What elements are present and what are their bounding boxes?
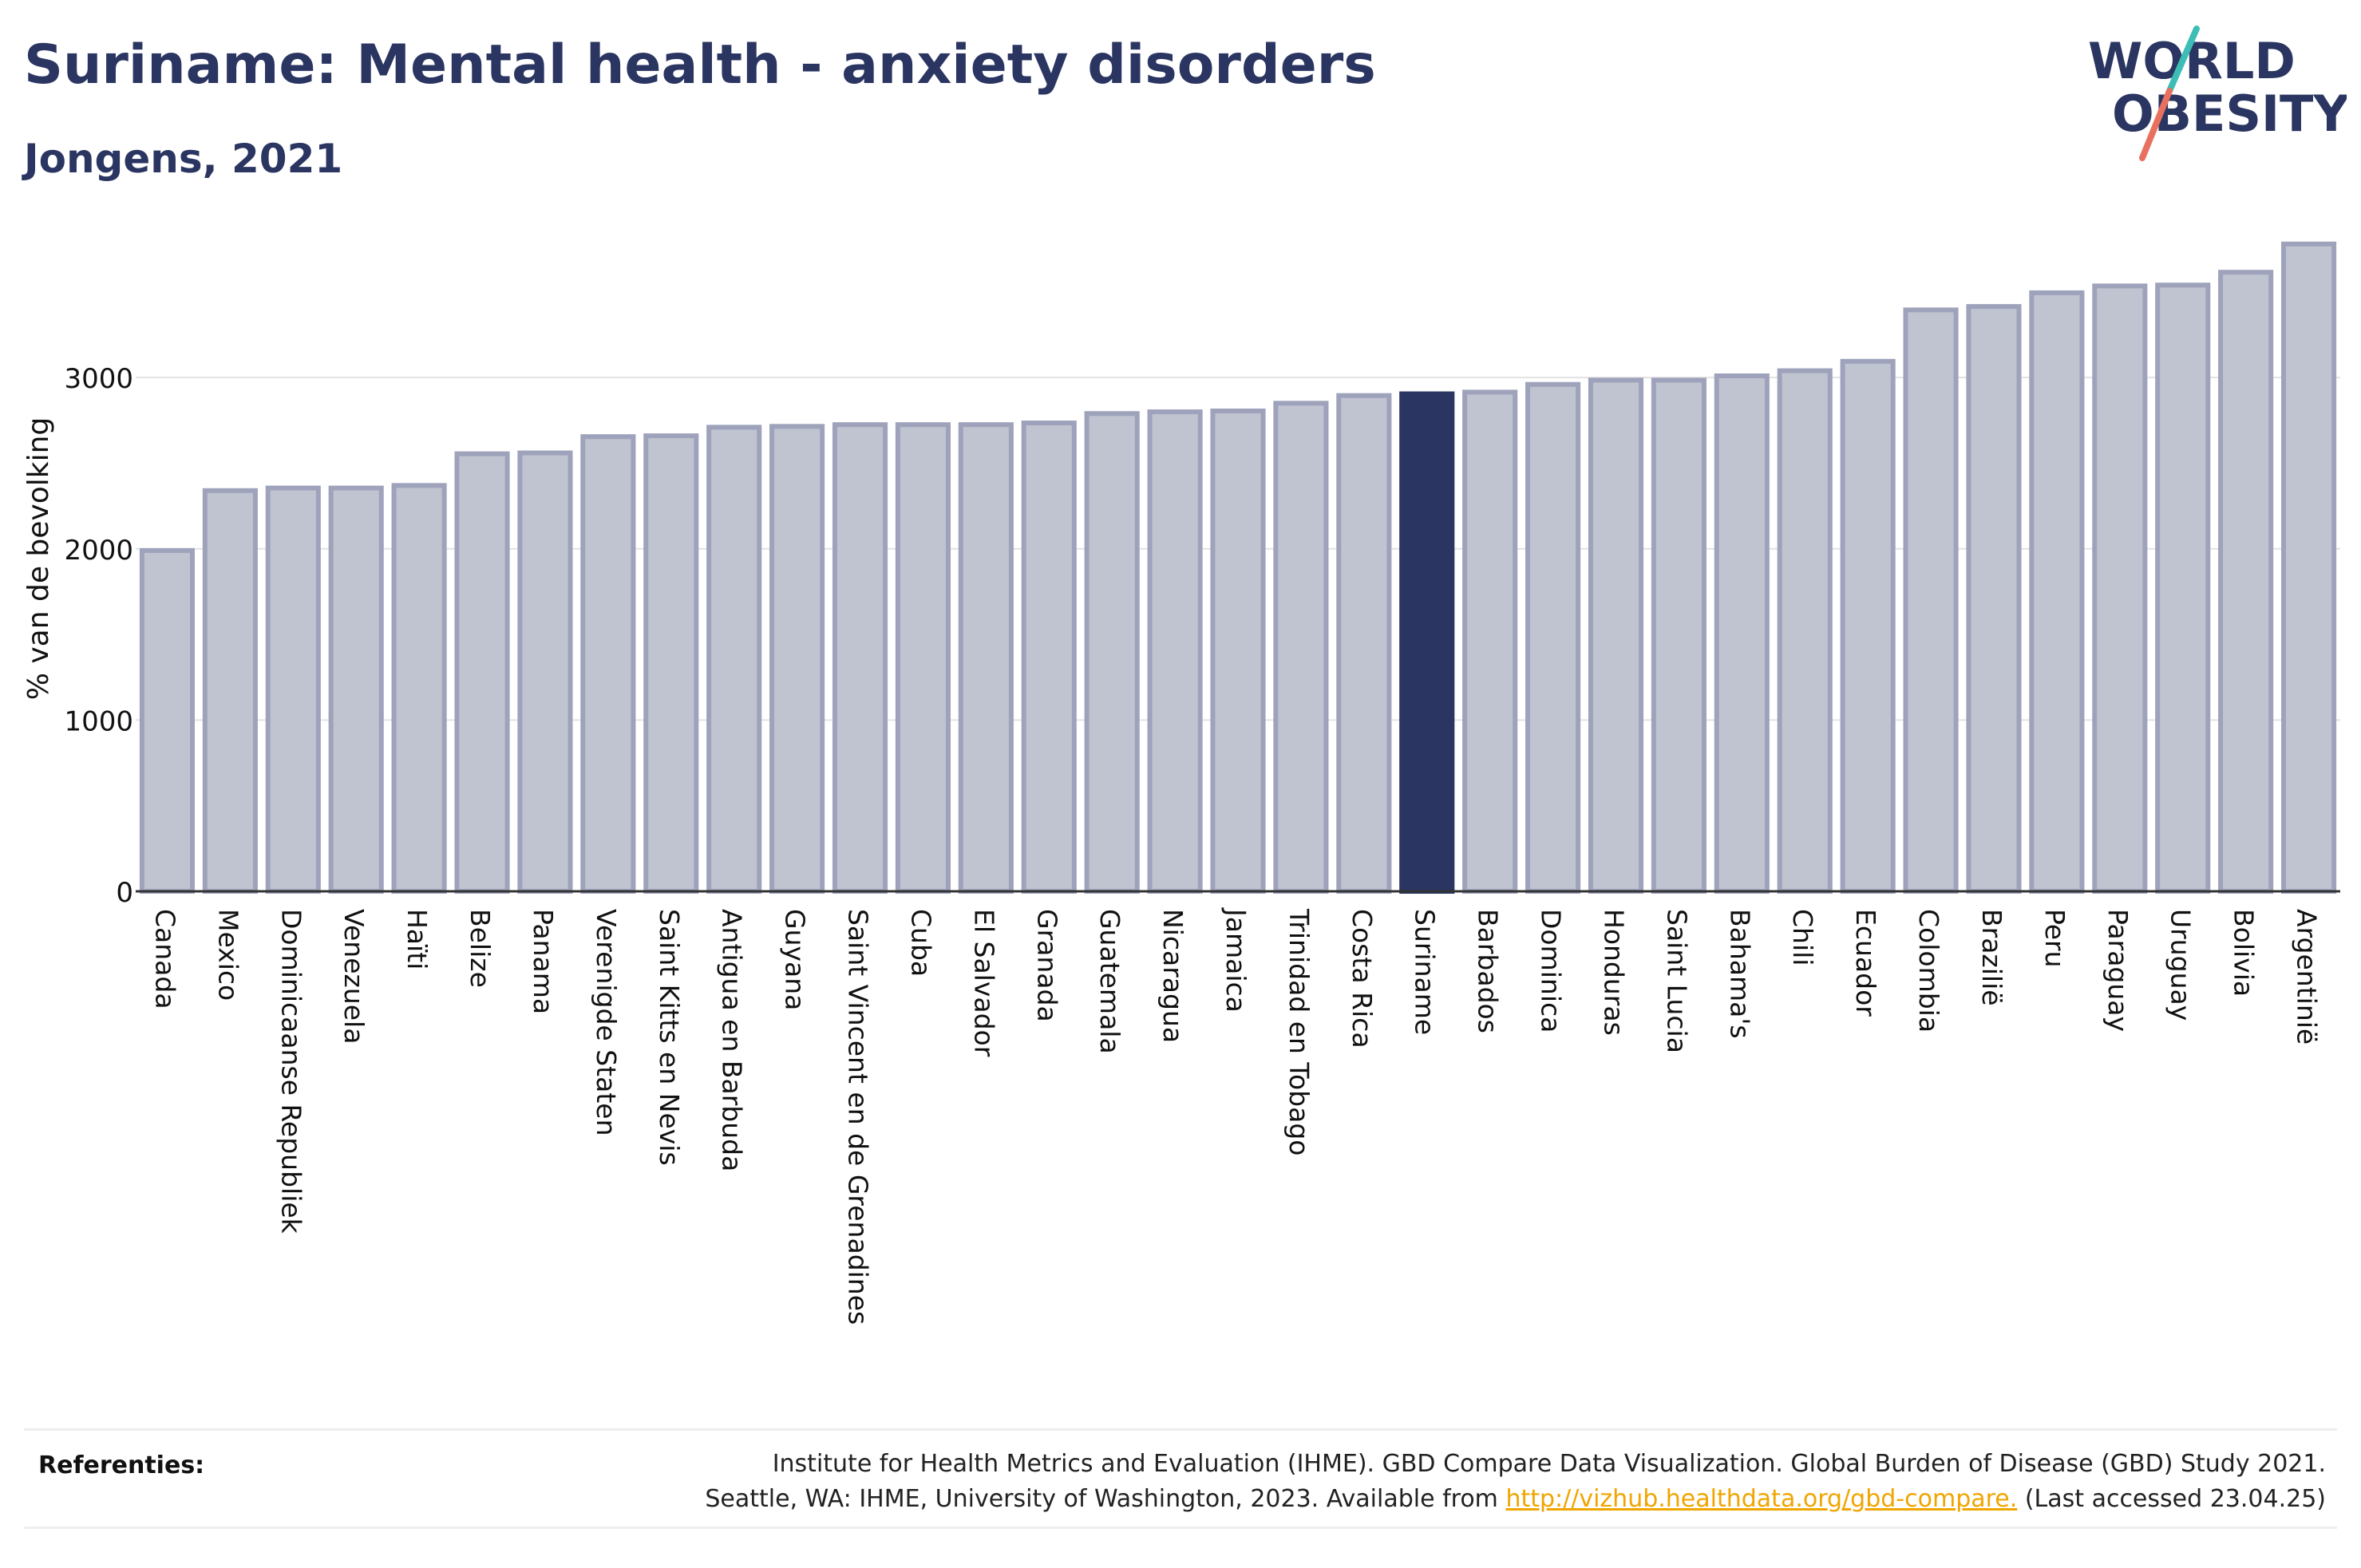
bar-bolivia[interactable] (2218, 270, 2274, 894)
bar-antigua-en-barbuda[interactable] (706, 425, 762, 894)
world-obesity-logo: WORLD OBESITY (2088, 26, 2347, 161)
x-tick-label: Costa Rica (1347, 909, 1378, 1049)
x-tick-label: Venezuela (338, 909, 370, 1044)
logo-slash-red (2139, 88, 2173, 161)
bar-dominicaanse-republiek[interactable] (265, 485, 321, 894)
x-tick-label: Verenigde Staten (591, 909, 622, 1136)
x-tick-label: Saint Lucia (1661, 909, 1692, 1053)
x-tick-label: Nicaragua (1157, 909, 1188, 1043)
x-tick-label: Honduras (1598, 909, 1629, 1036)
bar-el-salvador[interactable] (958, 422, 1014, 894)
x-tick-label: Argentinië (2292, 909, 2323, 1045)
bar-bahama-s[interactable] (1714, 373, 1770, 894)
bar-panama[interactable] (517, 450, 573, 894)
x-tick-label: El Salvador (968, 909, 999, 1057)
bar-nicaragua[interactable] (1147, 409, 1203, 894)
x-tick-label: Ecuador (1850, 909, 1881, 1017)
bars (139, 241, 2337, 895)
logo-slash-teal (2166, 26, 2200, 94)
references-line-1: Institute for Health Metrics and Evaluat… (772, 1450, 2326, 1478)
x-tick-label: Guatemala (1094, 909, 1125, 1054)
references-section: Referenties: Institute for Health Metric… (24, 1428, 2337, 1529)
bar-costa-rica[interactable] (1336, 393, 1392, 894)
bar-belize[interactable] (454, 451, 510, 894)
chart-subtitle: Jongens, 2021 (24, 136, 343, 182)
bar-ecuador[interactable] (1840, 358, 1896, 894)
bar-uruguay[interactable] (2155, 282, 2211, 894)
references-label: Referenties: (38, 1451, 205, 1479)
x-tick-label: Antigua en Barbuda (717, 909, 748, 1171)
x-tick-label: Peru (2039, 909, 2070, 968)
bar-jamaica[interactable] (1210, 409, 1266, 894)
x-tick-label: Jamaica (1220, 907, 1252, 1013)
references-line-2-prefix: Seattle, WA: IHME, University of Washing… (705, 1485, 1506, 1513)
x-tick-label: Dominica (1536, 909, 1567, 1033)
x-tick-label: Barbados (1473, 909, 1504, 1033)
chart-title: Suriname: Mental health - anxiety disord… (24, 34, 1376, 97)
x-tick-label: Saint Kitts en Nevis (654, 909, 685, 1166)
bar-peru[interactable] (2029, 290, 2085, 894)
bar-chili[interactable] (1777, 368, 1833, 895)
bar-brazili-[interactable] (1966, 304, 2022, 895)
y-axis-label: % van de bevolking (22, 417, 55, 701)
y-tick-label: 2000 (64, 535, 133, 567)
bar-honduras[interactable] (1588, 377, 1644, 895)
x-tick-label: Dominicaanse Republiek (275, 909, 306, 1234)
gbd-compare-link[interactable]: http://vizhub.healthdata.org/gbd-compare… (1505, 1485, 2018, 1513)
bar-cuba[interactable] (895, 422, 951, 894)
x-tick-label: Suriname (1410, 909, 1441, 1035)
bar-guatemala[interactable] (1084, 411, 1140, 894)
y-tick-label: 1000 (64, 705, 133, 737)
bar-trinidad-en-tobago[interactable] (1273, 401, 1329, 895)
x-tick-label: Uruguay (2165, 909, 2197, 1021)
x-tick-label: Bahama's (1724, 909, 1755, 1039)
x-tick-label: Belize (465, 909, 496, 988)
x-tick-label: Panama (528, 909, 559, 1014)
bar-argentini-[interactable] (2280, 241, 2337, 894)
x-tick-label: Trinidad en Tobago (1283, 908, 1315, 1156)
x-tick-label: Bolivia (2229, 909, 2260, 997)
x-tick-label: Paraguay (2102, 909, 2134, 1032)
bar-barbados[interactable] (1462, 389, 1518, 894)
bar-paraguay[interactable] (2092, 283, 2148, 895)
x-tick-label: Haïti (401, 909, 433, 970)
y-tick-labels: 0 1000 2000 3000 (64, 363, 133, 909)
x-tick-label: Brazilië (1976, 909, 2007, 1006)
bar-verenigde-staten[interactable] (580, 434, 636, 894)
bar-ha-ti[interactable] (391, 483, 447, 894)
bar-saint-kitts-en-nevis[interactable] (643, 433, 699, 894)
bar-mexico[interactable] (202, 488, 258, 894)
x-tick-label: Granada (1031, 909, 1062, 1022)
references-text: Institute for Health Metrics and Evaluat… (705, 1447, 2326, 1517)
bar-dominica[interactable] (1525, 381, 1581, 894)
bar-saint-vincent-en-de-grenadines[interactable] (832, 422, 888, 894)
bar-guyana[interactable] (769, 424, 825, 894)
x-tick-label: Cuba (905, 909, 936, 977)
references-line-2-suffix: (Last accessed 23.04.25) (2017, 1485, 2326, 1513)
bar-canada[interactable] (139, 547, 196, 895)
x-tick-label: Saint Vincent en de Grenadines (843, 909, 874, 1325)
x-tick-label: Mexico (212, 909, 243, 1001)
bar-chart: 0 1000 2000 3000 Canada Mexico Dominicaanse R… (22, 241, 2340, 1325)
x-tick-label: Canada (149, 909, 180, 1009)
bar-saint-lucia[interactable] (1651, 377, 1706, 895)
y-tick-label: 3000 (64, 363, 133, 395)
bar-colombia[interactable] (1903, 307, 1959, 894)
bar-venezuela[interactable] (328, 485, 384, 894)
x-tick-label: Guyana (780, 909, 811, 1010)
x-tick-label: Colombia (1913, 909, 1944, 1033)
bar-granada[interactable] (1021, 421, 1077, 894)
bar-suriname[interactable] (1399, 391, 1455, 894)
x-tick-labels: Canada Mexico Dominicaanse Republiek Venezu… (149, 907, 2322, 1325)
references-line-2: Seattle, WA: IHME, University of Washing… (705, 1482, 2326, 1517)
y-tick-label: 0 (116, 877, 133, 909)
x-tick-label: Chili (1787, 909, 1818, 966)
